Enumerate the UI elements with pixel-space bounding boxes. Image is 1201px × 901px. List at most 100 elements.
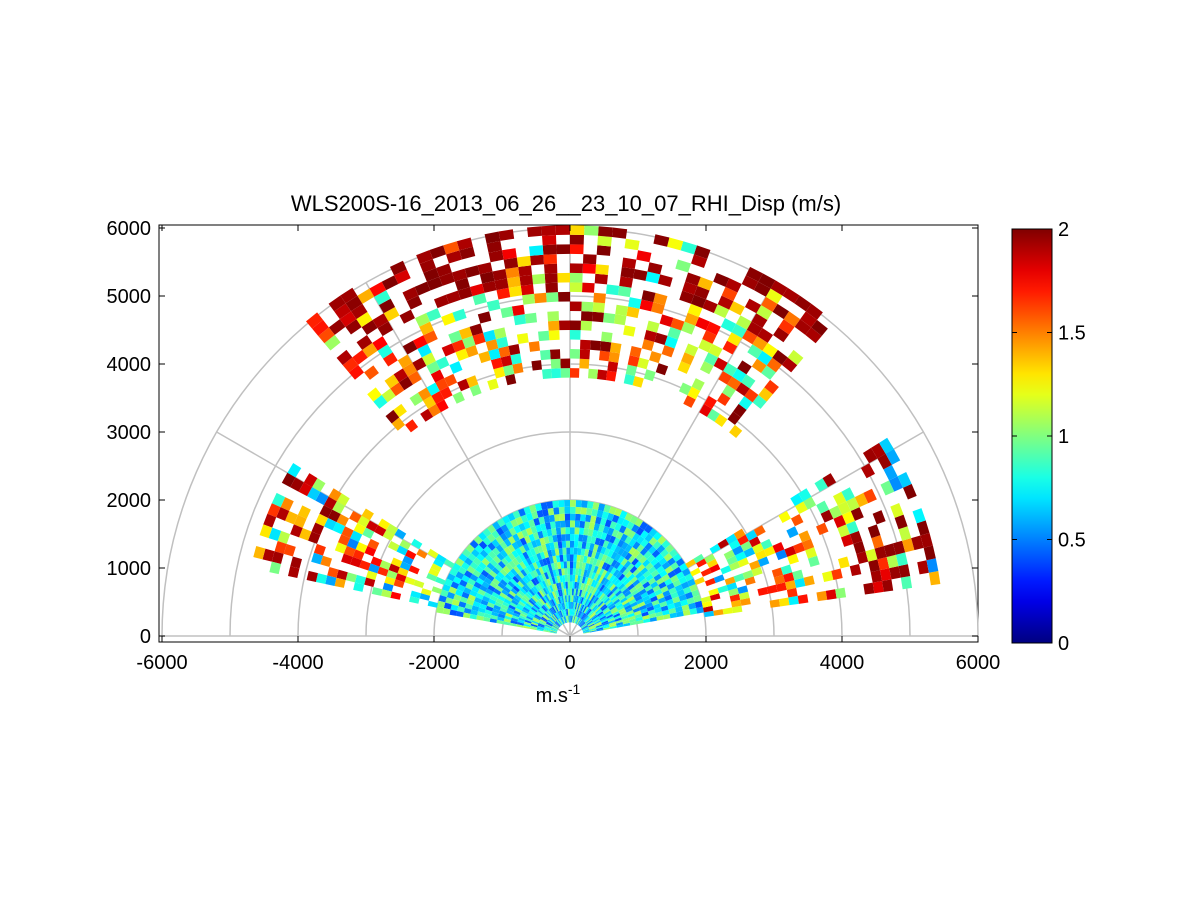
heatmap-cell [497, 595, 506, 602]
heatmap-cell [557, 291, 570, 302]
heatmap-cell [713, 574, 725, 583]
heatmap-cell [596, 628, 604, 632]
heatmap-cell [558, 320, 570, 331]
heatmap-cell [761, 365, 776, 380]
heatmap-cell [608, 619, 616, 624]
heatmap-cell [596, 627, 604, 631]
heatmap-cell [928, 571, 941, 586]
heatmap-cell [681, 604, 690, 611]
heatmap-cell [902, 483, 917, 500]
heatmap-cell [529, 504, 537, 513]
heatmap-cell [451, 268, 468, 282]
heatmap-cell [872, 510, 886, 525]
heatmap-cell [546, 601, 552, 609]
heatmap-cell [597, 369, 608, 381]
heatmap-cell [619, 276, 634, 288]
heatmap-cell [610, 551, 618, 560]
heatmap-cell [596, 599, 603, 606]
heatmap-cell [856, 551, 869, 564]
heatmap-cell [661, 539, 671, 549]
heatmap-cell [483, 592, 492, 599]
heatmap-cell [517, 508, 526, 517]
heatmap-cell [517, 571, 525, 579]
heatmap-cell [482, 280, 497, 293]
heatmap-cell [583, 254, 597, 265]
heatmap-cell [567, 615, 569, 623]
heatmap-cell [538, 516, 545, 525]
heatmap-cell [576, 617, 581, 625]
heatmap-cell [639, 521, 649, 531]
heatmap-cell [581, 500, 588, 508]
heatmap-cell [577, 618, 582, 625]
heatmap-cell [448, 586, 457, 595]
heatmap-cell [584, 576, 589, 585]
heatmap-cell [837, 524, 850, 538]
heatmap-cell [524, 619, 532, 624]
heatmap-cell [503, 546, 512, 556]
heatmap-cell [449, 609, 458, 616]
heatmap-cell [607, 565, 614, 573]
heatmap-cell [622, 620, 630, 625]
heatmap-cell [552, 625, 559, 630]
heatmap-cell [627, 529, 636, 539]
heatmap-cell [629, 345, 642, 358]
heatmap-cell [572, 581, 575, 589]
heatmap-cell [623, 325, 636, 337]
heatmap-cell [464, 557, 473, 566]
heatmap-cell [737, 585, 749, 594]
heatmap-cell [911, 535, 924, 551]
heatmap-cell [778, 597, 790, 607]
heatmap-cell [629, 565, 638, 574]
heatmap-cell [611, 608, 619, 615]
heatmap-cell [580, 507, 587, 515]
heatmap-cell [436, 263, 452, 277]
heatmap-cell [583, 528, 589, 536]
heatmap-cell [670, 591, 679, 599]
x-tick-label: 0 [564, 652, 575, 674]
heatmap-cell [315, 491, 329, 506]
heatmap-cell [744, 576, 756, 586]
heatmap-cell [518, 617, 526, 622]
heatmap-cell [509, 578, 518, 586]
heatmap-cell [604, 519, 612, 528]
heatmap-cell [443, 558, 455, 568]
heatmap-cell [458, 326, 473, 340]
heatmap-cell [570, 272, 583, 283]
heatmap-cell [506, 609, 514, 616]
heatmap-cell [756, 305, 773, 320]
heatmap-cell [431, 586, 443, 594]
heatmap-cell [618, 525, 627, 534]
heatmap-cell [598, 524, 605, 533]
heatmap-cell [694, 576, 705, 586]
heatmap-cell [533, 577, 540, 585]
heatmap-cell [608, 351, 620, 363]
heatmap-cell [541, 565, 547, 574]
heatmap-cell [597, 600, 604, 608]
heatmap-cell [603, 548, 611, 556]
heatmap-cell [547, 620, 554, 626]
heatmap-cell [751, 358, 767, 374]
heatmap-cell [444, 578, 453, 587]
heatmap-cell [448, 330, 463, 344]
heatmap-cell [505, 595, 513, 602]
heatmap-cell [473, 581, 482, 589]
heatmap-cell [588, 610, 595, 617]
heatmap-cell [737, 360, 752, 375]
heatmap-cell [552, 500, 559, 508]
heatmap-cell [572, 609, 575, 616]
heatmap-cell [579, 611, 584, 619]
heatmap-cell [535, 568, 542, 576]
heatmap-cell [328, 319, 346, 335]
heatmap-cell [624, 512, 633, 522]
heatmap-cell [548, 514, 555, 523]
colorbar-tick-label: 1.5 [1058, 323, 1086, 345]
heatmap-cell [766, 357, 782, 373]
heatmap-cell [541, 225, 556, 236]
heatmap-cell [482, 528, 492, 538]
heatmap-cell [492, 578, 500, 586]
heatmap-cell [617, 555, 625, 564]
heatmap-cell [559, 520, 566, 528]
heatmap-cell [379, 560, 391, 570]
heatmap-cell [372, 313, 389, 329]
chart-title: WLS200S-16_2013_06_26__23_10_07_RHI_Disp… [291, 191, 841, 216]
